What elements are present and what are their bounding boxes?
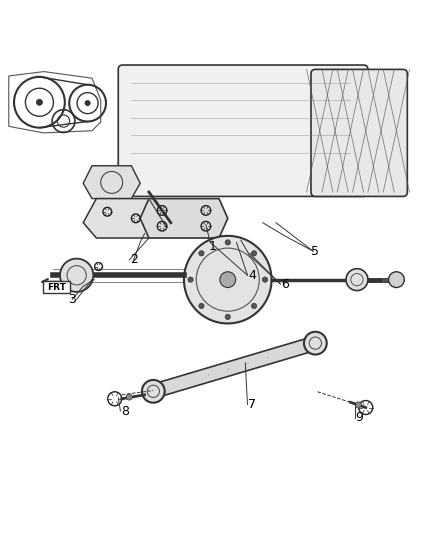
Circle shape <box>188 277 193 282</box>
Circle shape <box>60 259 93 292</box>
Polygon shape <box>83 199 149 238</box>
Circle shape <box>389 272 404 287</box>
Text: 1: 1 <box>208 240 216 253</box>
Text: 6: 6 <box>281 278 289 290</box>
Text: 3: 3 <box>68 293 76 306</box>
Circle shape <box>199 251 204 256</box>
Circle shape <box>220 272 236 287</box>
Text: FRT: FRT <box>47 283 66 292</box>
Polygon shape <box>140 199 228 238</box>
Circle shape <box>225 240 230 245</box>
Circle shape <box>36 99 42 106</box>
Circle shape <box>225 314 230 319</box>
Circle shape <box>199 303 204 309</box>
Text: 5: 5 <box>311 245 319 257</box>
Circle shape <box>126 394 132 400</box>
Polygon shape <box>83 166 140 199</box>
Circle shape <box>355 402 361 408</box>
Text: 4: 4 <box>248 269 256 282</box>
FancyBboxPatch shape <box>43 281 70 293</box>
FancyBboxPatch shape <box>118 65 368 197</box>
Circle shape <box>251 303 257 309</box>
Circle shape <box>304 332 327 354</box>
Polygon shape <box>151 336 318 398</box>
Text: 7: 7 <box>248 398 256 411</box>
Circle shape <box>262 277 268 282</box>
Circle shape <box>346 269 368 290</box>
Text: 8: 8 <box>121 405 129 417</box>
FancyBboxPatch shape <box>311 69 407 197</box>
Circle shape <box>142 380 165 403</box>
Circle shape <box>85 101 90 106</box>
Circle shape <box>184 236 272 324</box>
Circle shape <box>251 251 257 256</box>
Text: 2: 2 <box>130 253 138 266</box>
Text: 9: 9 <box>355 411 363 424</box>
